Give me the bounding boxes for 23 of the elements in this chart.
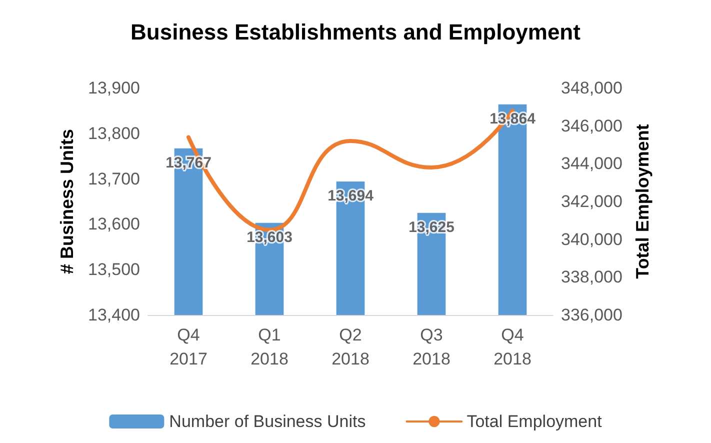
y2-tick-label: 342,000 [561,192,622,211]
y2-tick-label: 340,000 [561,230,622,249]
y-axis-title: # Business Units [57,128,77,274]
y-tick-label: 13,400 [88,306,140,324]
y-tick-label: 13,800 [88,124,140,143]
y2-tick-label: 346,000 [561,116,622,136]
legend-label: Number of Business Units [169,412,366,431]
y-tick-label: 13,600 [88,214,140,234]
x-tick-label: Q4 2018 [494,326,532,368]
y2-tick-label: 338,000 [561,268,622,287]
legend-label: Total Employment [466,412,602,431]
y2-axis-title: Total Employment [632,124,652,279]
y2-tick-label: 336,000 [561,306,622,324]
y2-tick-label: 344,000 [561,154,622,174]
y-tick-label: 13,700 [88,169,140,188]
x-tick-label: Q3 2018 [412,326,450,368]
x-tick-label: Q2 2018 [332,326,370,368]
chart-title: Business Establishments and Employment [130,20,582,44]
y-tick-label: 13,900 [88,78,140,98]
y-tick-label: 13,500 [88,260,140,280]
y2-tick-label: 348,000 [561,78,622,98]
x-tick-label: Q4 2017 [170,326,208,368]
x-tick-label: Q1 2018 [250,326,288,368]
